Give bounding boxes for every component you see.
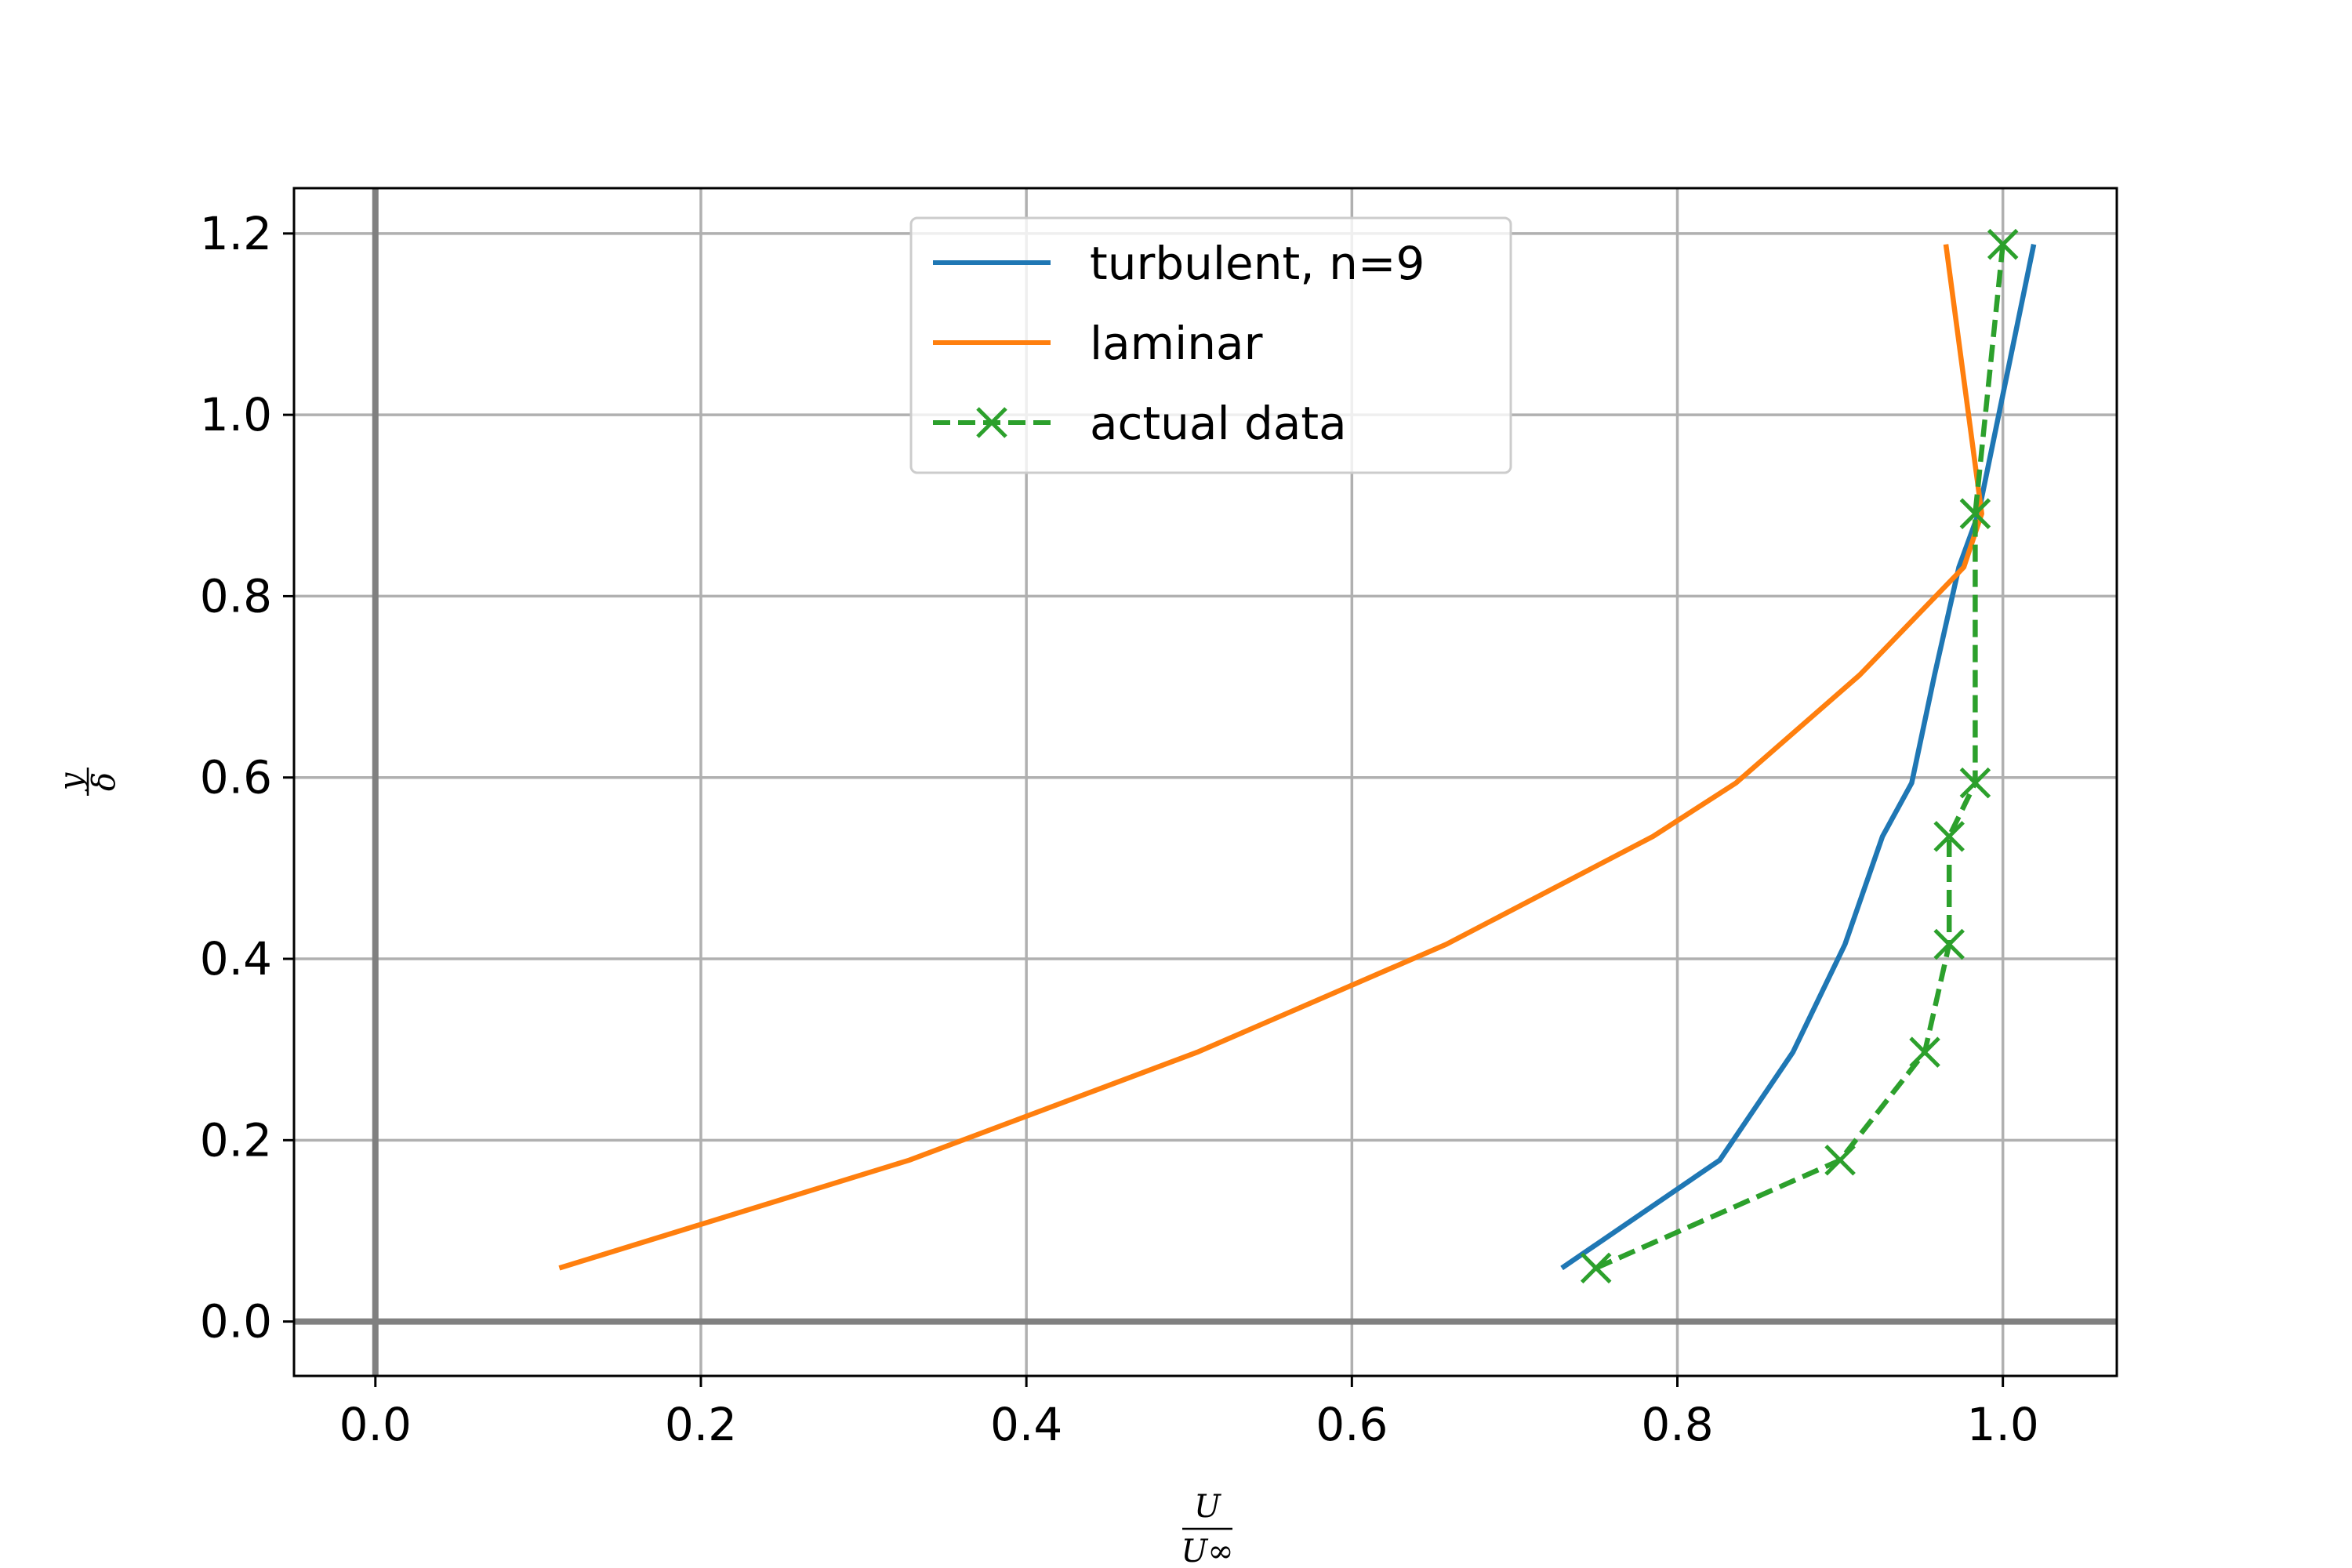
series-line-0 xyxy=(1560,244,2037,1271)
series-line-1 xyxy=(558,244,1984,1271)
reference-lines xyxy=(294,188,2117,1376)
legend-label-actual-data: actual data xyxy=(1090,397,1347,450)
legend-marker-actual-data xyxy=(976,407,1007,438)
y-tick-label: 0.2 xyxy=(200,1113,272,1167)
x-tick-label: 0.4 xyxy=(990,1398,1062,1451)
x-axis-label: U U∞ xyxy=(1181,1489,1233,1568)
series-layer xyxy=(558,228,2037,1284)
x-axis-label-numerator: U xyxy=(1194,1489,1221,1525)
data-point-marker xyxy=(1933,928,1965,960)
x-tick-label: 0.2 xyxy=(665,1398,737,1451)
y-axis-label-numerator: y xyxy=(53,771,89,792)
data-point-marker xyxy=(1824,1144,1856,1176)
y-tick-label: 0.8 xyxy=(200,569,272,622)
y-axis: 0.0 0.2 0.4 0.6 0.8 1.0 1.2 xyxy=(200,207,294,1348)
data-point-marker xyxy=(1909,1036,1940,1068)
data-point-marker xyxy=(1580,1252,1612,1284)
legend-label-turbulent: turbulent, n=9 xyxy=(1090,237,1425,290)
legend-entry-actual-data: actual data xyxy=(933,397,1347,450)
y-axis-label-denominator: δ xyxy=(86,772,122,791)
data-point-marker xyxy=(1959,498,1991,529)
legend: turbulent, n=9 laminar actual data xyxy=(909,216,1512,474)
x-tick-label: 0.6 xyxy=(1316,1398,1388,1451)
series-line-2 xyxy=(1595,244,2005,1271)
x-axis: 0.0 0.2 0.4 0.6 0.8 1.0 xyxy=(339,1376,2039,1451)
plot-frame xyxy=(292,187,2118,1377)
y-tick-label: 1.2 xyxy=(200,207,272,260)
data-point-marker xyxy=(1933,821,1965,852)
legend-label-laminar: laminar xyxy=(1090,317,1263,370)
y-axis-label: y δ xyxy=(53,768,122,796)
x-axis-label-denominator: U∞ xyxy=(1181,1534,1233,1568)
data-point-marker xyxy=(1959,767,1991,799)
x-tick-label: 0.0 xyxy=(339,1398,412,1451)
legend-entry-turbulent: turbulent, n=9 xyxy=(933,237,1425,290)
data-point-marker xyxy=(1987,228,2019,260)
y-tick-label: 0.4 xyxy=(200,932,272,985)
legend-box xyxy=(909,216,1512,474)
legend-entry-laminar: laminar xyxy=(933,317,1263,370)
y-tick-label: 1.0 xyxy=(200,388,272,441)
y-tick-label: 0.6 xyxy=(200,751,272,804)
x-tick-label: 0.8 xyxy=(1641,1398,1713,1451)
y-tick-label: 0.0 xyxy=(200,1295,272,1348)
x-tick-label: 1.0 xyxy=(1967,1398,2039,1451)
